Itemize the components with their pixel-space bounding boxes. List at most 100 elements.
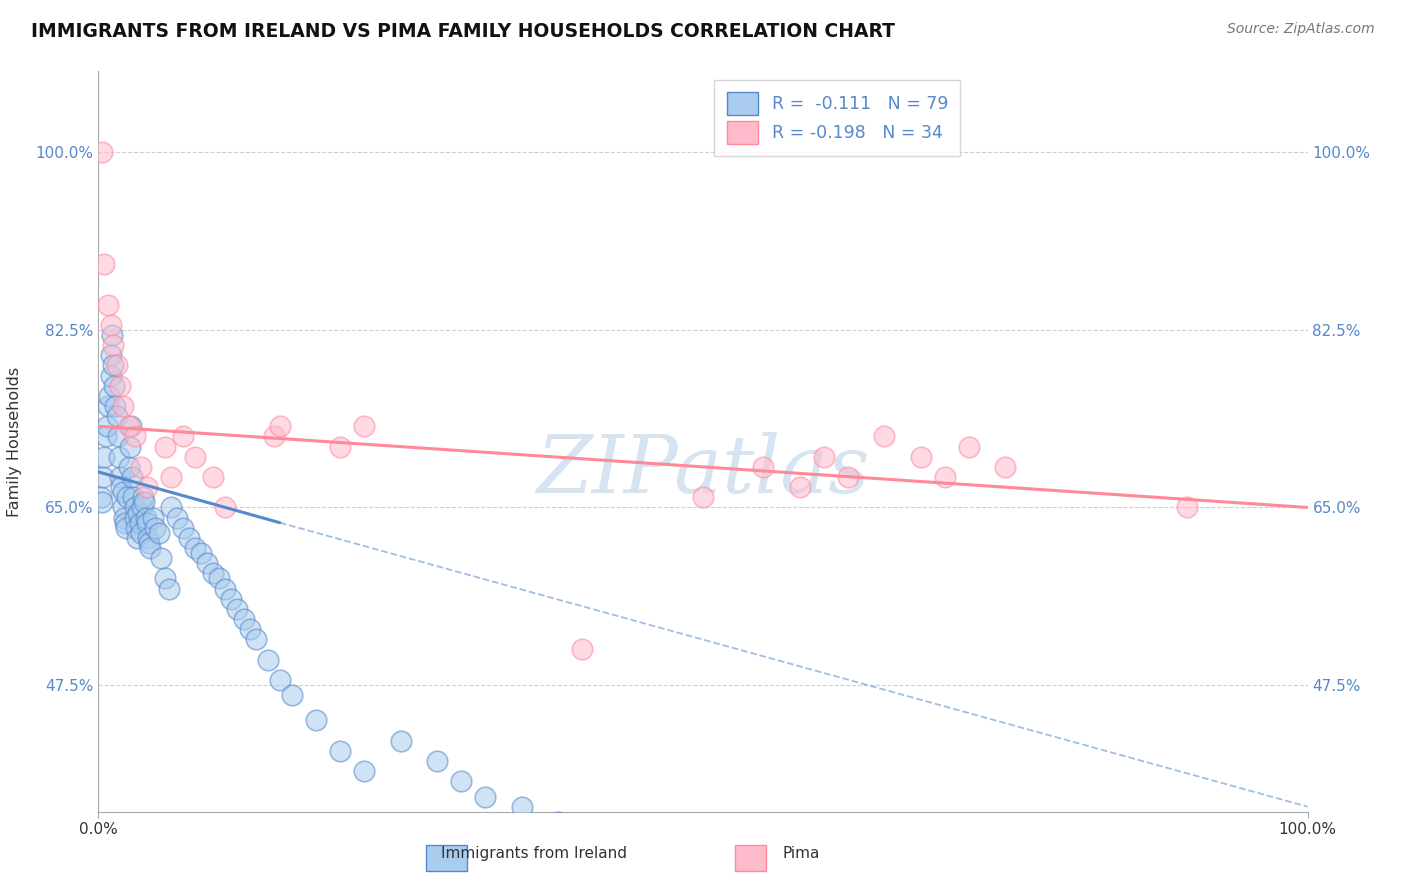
Point [837, 470, 859, 484]
Point [239, 622, 262, 636]
Point [124, 500, 146, 515]
Point [873, 429, 896, 443]
Point [97, 298, 120, 312]
Point [91, 145, 114, 160]
Point [179, 531, 201, 545]
Point [97, 399, 120, 413]
Text: IMMIGRANTS FROM IRELAND VS PIMA FAMILY HOUSEHOLDS CORRELATION CHART: IMMIGRANTS FROM IRELAND VS PIMA FAMILY H… [31, 22, 896, 41]
Text: Source: ZipAtlas.com: Source: ZipAtlas.com [1227, 22, 1375, 37]
Point [752, 459, 775, 474]
Point [190, 546, 212, 560]
Point [813, 450, 835, 464]
Point [245, 632, 267, 647]
Point [101, 359, 124, 373]
Point [789, 480, 811, 494]
Point [172, 521, 194, 535]
Text: ZIPatlas: ZIPatlas [536, 433, 870, 510]
Point [118, 440, 141, 454]
Point [111, 485, 134, 500]
Point [136, 531, 159, 545]
Point [98, 389, 121, 403]
Point [110, 480, 132, 494]
Point [510, 799, 533, 814]
Point [329, 744, 352, 758]
Point [128, 516, 150, 530]
Point [957, 440, 980, 454]
Point [134, 495, 156, 509]
Point [135, 510, 157, 524]
Point [105, 359, 128, 373]
Point [232, 612, 254, 626]
Point [1175, 500, 1198, 515]
Point [125, 521, 148, 535]
Point [127, 506, 149, 520]
Point [127, 531, 149, 545]
Y-axis label: Family Households: Family Households [7, 367, 21, 516]
Point [910, 450, 932, 464]
Point [111, 399, 134, 413]
Point [153, 440, 176, 454]
Point [474, 789, 496, 804]
Point [122, 491, 145, 505]
Point [138, 536, 160, 550]
Point [450, 774, 472, 789]
Text: Immigrants from Ireland: Immigrants from Ireland [441, 846, 627, 861]
Point [90, 491, 112, 505]
Point [353, 419, 375, 434]
Point [166, 510, 188, 524]
Point [111, 500, 134, 515]
Point [132, 491, 155, 505]
Point [135, 480, 157, 494]
Point [256, 652, 278, 666]
Point [150, 551, 173, 566]
Point [121, 470, 143, 484]
Point [100, 368, 122, 383]
Point [208, 571, 231, 585]
Point [131, 500, 153, 515]
Point [202, 470, 225, 484]
Point [100, 348, 122, 362]
Point [172, 429, 194, 443]
Point [91, 495, 114, 509]
Point [353, 764, 375, 779]
Point [281, 688, 304, 702]
Point [91, 470, 114, 484]
Point [100, 318, 122, 332]
Point [139, 541, 162, 555]
Point [118, 419, 141, 434]
Point [101, 338, 124, 352]
Point [214, 582, 236, 596]
Point [105, 409, 128, 424]
Point [114, 516, 136, 530]
Point [571, 642, 593, 657]
Point [195, 556, 218, 570]
Point [124, 510, 146, 524]
Point [96, 419, 118, 434]
Point [305, 714, 328, 728]
Point [994, 459, 1017, 474]
Point [547, 814, 569, 829]
Legend: R =  -0.111   N = 79, R = -0.198   N = 34: R = -0.111 N = 79, R = -0.198 N = 34 [714, 80, 960, 156]
Point [115, 521, 138, 535]
Point [108, 450, 131, 464]
Point [221, 591, 243, 606]
Point [142, 510, 165, 524]
Text: Pima: Pima [783, 846, 820, 861]
Point [108, 470, 131, 484]
Point [426, 754, 449, 768]
Point [160, 470, 183, 484]
Point [269, 419, 291, 434]
Point [129, 525, 152, 540]
Point [104, 399, 127, 413]
Point [692, 491, 714, 505]
Point [135, 516, 157, 530]
Point [129, 459, 152, 474]
Point [329, 440, 352, 454]
Point [269, 673, 291, 687]
Point [184, 541, 207, 555]
Point [118, 459, 141, 474]
Point [184, 450, 207, 464]
Point [153, 571, 176, 585]
Point [120, 419, 142, 434]
Point [93, 257, 115, 271]
